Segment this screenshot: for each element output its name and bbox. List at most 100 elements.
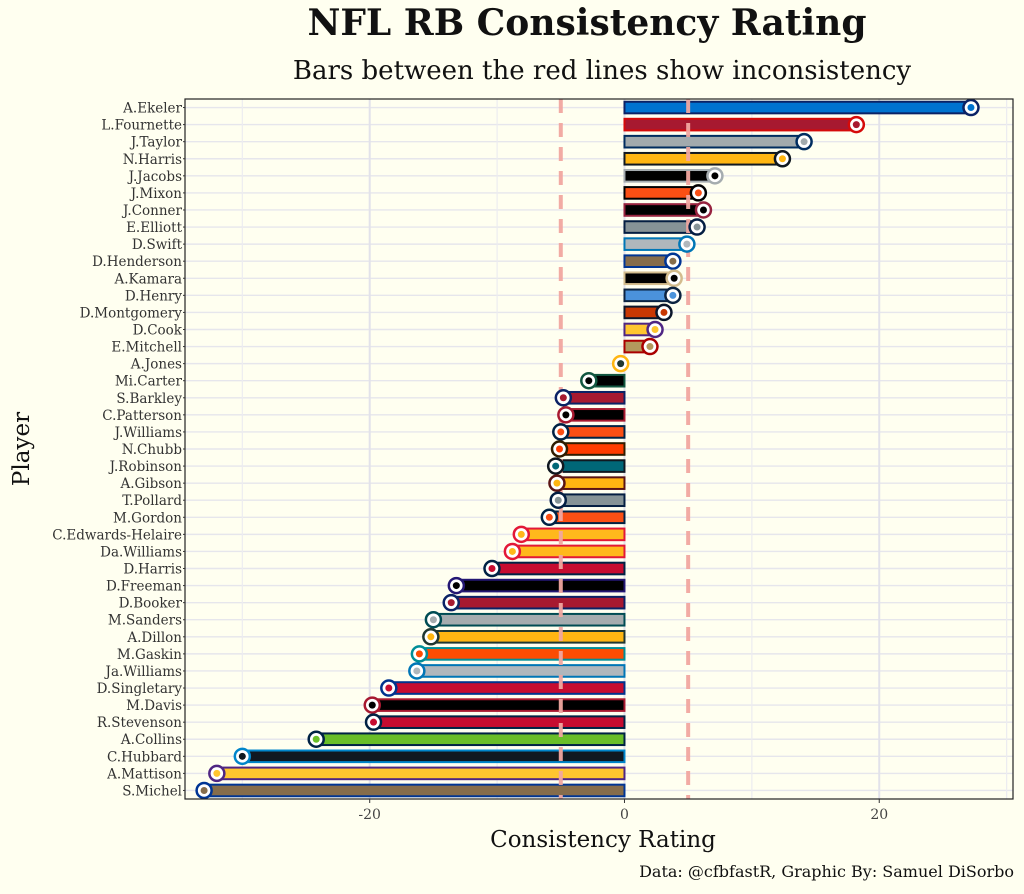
bar-l-fournette (623, 117, 858, 132)
team-logo-gb (611, 354, 630, 373)
bar-ja-williams (415, 664, 626, 678)
team-logo-cin (689, 184, 708, 202)
y-tick-label: A.Ekeler (122, 101, 182, 117)
x-axis-title: Consistency Rating (490, 827, 716, 853)
team-logo-den (540, 508, 559, 527)
chart-title: NFL RB Consistency Rating (307, 2, 867, 44)
team-logo-chi (655, 303, 673, 322)
bar-a-dillon (429, 630, 626, 644)
bar-n-harris (623, 151, 784, 166)
y-tick-label: M.Gordon (113, 510, 182, 526)
team-logo-markers (195, 98, 980, 800)
y-tick-label: M.Sanders (108, 613, 182, 629)
team-logo-ind (795, 132, 813, 151)
bar-s-michel (203, 783, 626, 798)
team-logo-cle (550, 440, 569, 458)
y-tick-label: D.Cook (133, 322, 183, 338)
y-tick-label: E.Mitchell (111, 340, 182, 356)
y-tick-label: D.Swift (132, 237, 183, 253)
team-logo-sf (641, 337, 659, 356)
y-tick-label: J.Williams (113, 425, 182, 441)
bar-c-hubbard (241, 749, 626, 764)
y-tick-label: A.Collins (120, 732, 182, 748)
bar-m-gaskin (418, 647, 626, 661)
bar-j-williams (559, 425, 626, 439)
y-tick-label: Mi.Carter (115, 374, 183, 390)
y-tick-label: M.Davis (126, 698, 182, 714)
bar-a-ekeler (623, 100, 972, 115)
bar-m-davis (371, 698, 626, 712)
y-tick-label: J.Mixon (129, 186, 183, 202)
bar-j-jacobs (623, 169, 716, 183)
team-logo-mia (410, 645, 429, 663)
y-tick-label: C.Patterson (102, 408, 182, 424)
bar-d-swift (623, 237, 688, 251)
bar-s-barkley (562, 390, 626, 405)
y-tick-label: Ja.Williams (104, 664, 183, 680)
y-axis-title: Player (9, 412, 35, 486)
bar-t-pollard (557, 493, 626, 508)
team-logo-tb (847, 115, 866, 134)
x-axis-ticks: -20 0 20 (358, 799, 888, 823)
y-tick-label: J.Robinson (108, 459, 183, 475)
y-tick-label: N.Harris (123, 152, 182, 168)
bar-j-taylor (623, 134, 806, 149)
bar-j-robinson (554, 459, 626, 473)
team-logo-min (646, 320, 664, 339)
bar-c-patterson (564, 408, 626, 422)
team-logo-lac (962, 98, 980, 117)
team-logo-lv (706, 167, 724, 185)
team-logo-dal (549, 491, 567, 509)
y-tick-label: S.Barkley (116, 391, 182, 407)
team-logo-ten (664, 286, 682, 305)
bar-n-chubb (558, 442, 626, 456)
bar-da-williams (511, 544, 626, 559)
y-tick-label: M.Gaskin (117, 647, 182, 663)
team-logo-kc (503, 542, 522, 561)
team-logo-nyg (554, 389, 573, 407)
team-logo-den (552, 423, 570, 441)
y-tick-label: J.Taylor (129, 135, 183, 151)
bar-d-freeman (455, 578, 626, 593)
y-tick-label: D.Freeman (106, 579, 182, 595)
team-logo-jax (546, 457, 565, 475)
y-tick-label: A.Mattison (106, 766, 182, 782)
team-logo-bal (447, 576, 466, 595)
chart-caption: Data: @cfbfastR, Graphic By: Samuel DiSo… (639, 862, 1014, 881)
y-tick-label: T.Pollard (122, 493, 182, 509)
team-logo-lar (195, 781, 213, 800)
team-logo-gb (422, 628, 440, 646)
y-tick-label: A.Jones (130, 357, 182, 373)
y-tick-label: A.Dillon (126, 630, 182, 646)
y-tick-label: D.Henry (125, 288, 183, 304)
y-tick-label: C.Hubbard (107, 749, 182, 765)
y-tick-label: D.Montgomery (80, 305, 183, 321)
y-tick-label: J.Jacobs (127, 169, 182, 185)
bar-a-collins (315, 732, 626, 747)
team-logo-atl (363, 696, 382, 714)
team-logo-pit (773, 150, 792, 168)
y-tick-label: A.Gibson (119, 476, 182, 492)
team-logo-nyj (580, 371, 598, 390)
bar-m-sanders (432, 612, 626, 627)
bar-d-booker (450, 595, 626, 610)
y-tick-label: C.Edwards-Helaire (52, 527, 182, 543)
y-tick-label: S.Michel (122, 783, 182, 799)
team-logo-min (208, 764, 226, 783)
team-logo-ari (694, 201, 713, 219)
team-logo-was (548, 474, 566, 492)
team-logo-det (408, 662, 426, 680)
team-logo-lar (664, 252, 682, 270)
x-tick-label: 20 (870, 807, 888, 823)
x-tick-label: 0 (620, 807, 629, 823)
team-logo-kc (512, 525, 531, 544)
y-tick-label: D.Henderson (92, 254, 182, 270)
team-logo-ne (364, 713, 383, 731)
y-tick-label: L.Fournette (101, 118, 182, 134)
x-tick-label: -20 (358, 807, 381, 823)
y-tick-label: D.Singletary (97, 681, 183, 697)
y-tick-label: D.Harris (123, 562, 182, 578)
y-tick-label: Da.Williams (100, 544, 182, 560)
bar-c-edwards-helaire (520, 527, 626, 542)
